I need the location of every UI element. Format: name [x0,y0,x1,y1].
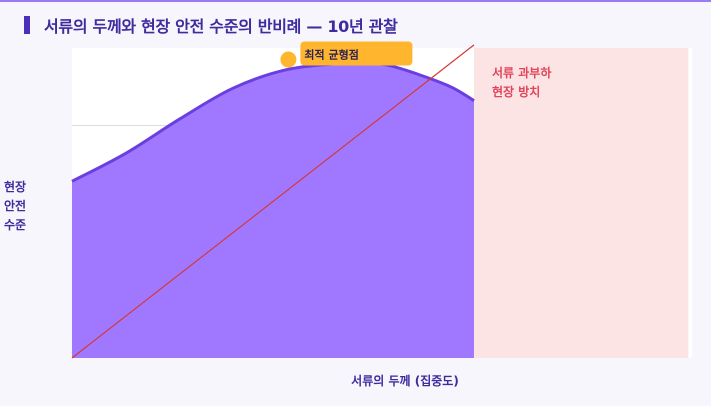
title-accent-bar [24,16,30,34]
optimal-point-marker [280,51,297,68]
chart-title: 서류의 두께와 현장 안전 수준의 반비례 — 10년 관찰 [44,17,398,36]
x-axis-label: 서류의 두께 (집중도) [351,374,459,388]
overload-zone [474,48,689,358]
chart-title-row: 서류의 두께와 현장 안전 수준의 반비례 — 10년 관찰 [24,14,398,36]
optimal-point-label: 최적 균형점 [304,48,358,62]
y-axis-label: 현장 안전 수준 [4,180,27,232]
area-series-fill [72,62,474,358]
top-rule [0,0,711,2]
optimal-point-callout [300,41,413,66]
trend-line [71,44,475,359]
overload-zone-label: 서류 과부하 현장 방치 [492,66,552,99]
